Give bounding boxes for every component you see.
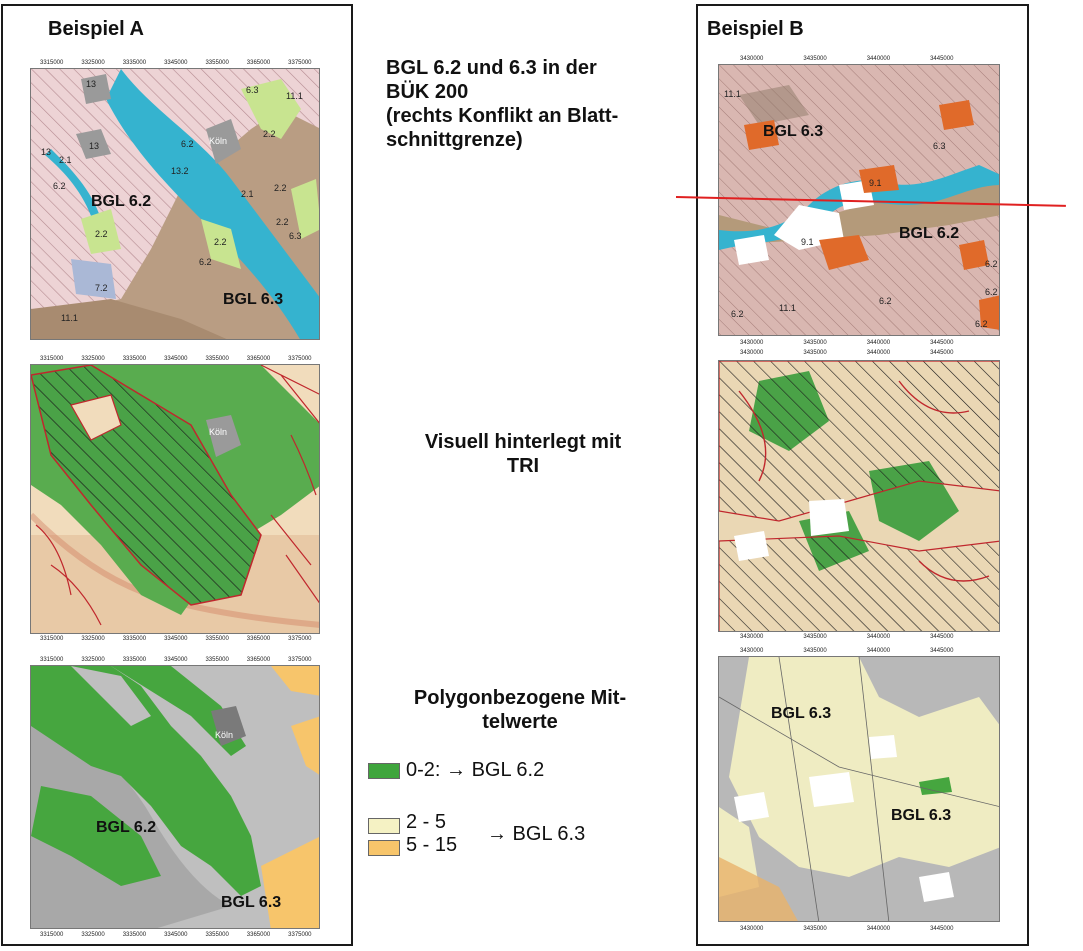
map-b2-x-ticks-bottom: 3430000 3435000 3440000 3445000: [740, 634, 954, 640]
city-koeln-a1: Köln: [209, 136, 228, 146]
unit-2-1-a: 2.1: [59, 155, 72, 165]
city-koeln-a3: Köln: [215, 730, 234, 740]
unit-b-6-2-d: 6.2: [731, 309, 744, 319]
unit-13-a: 13: [86, 79, 97, 89]
unit-6-3-b: 6.3: [289, 231, 302, 241]
map-b1-x-ticks-top: 3430000 3435000 3440000 3445000: [740, 56, 954, 62]
map-a3-graphic: [31, 666, 319, 928]
map-b1-graphic: [719, 65, 999, 335]
map-a2-x-ticks-top: 3315000 3325000 3335000 3345000 3355000 33650…: [40, 356, 312, 362]
map-a2-tri: Köln: [30, 364, 320, 634]
map-a2-graphic: [31, 365, 319, 633]
map-a1-graphic: [31, 69, 319, 339]
description-polygon-mean: Polygonbezogene Mit- telwerte: [413, 687, 627, 733]
unit-2-2-e: 2.2: [95, 229, 108, 239]
unit-b-9-1-a: 9.1: [869, 178, 882, 188]
unit-b-6-2-b: 6.2: [985, 287, 998, 297]
legend-result-bgl-6-3: → BGL 6.3: [487, 823, 586, 845]
map-b2-x-ticks-top: 3430000 3435000 3440000 3445000: [740, 350, 954, 356]
unit-6-2-a: 6.2: [181, 139, 194, 149]
legend-label-green: 0-2: → BGL 6.2: [406, 759, 545, 781]
unit-b-6-2-a: 6.2: [985, 259, 998, 269]
unit-6-2-b: 6.2: [53, 181, 66, 191]
unit-11-1-b: 11.1: [61, 313, 78, 323]
map-b3-graphic: [719, 657, 999, 921]
unit-b-6-3: 6.3: [933, 141, 946, 151]
map-a3-x-ticks-top: 3315000 3325000 3335000 3345000 3355000 33650…: [40, 657, 312, 663]
unit-11-1-a: 11.1: [286, 91, 303, 101]
map-b3-x-ticks-bottom: 3430000 3435000 3440000 3445000: [740, 926, 954, 932]
unit-b-6-2-c: 6.2: [879, 296, 892, 306]
panel-b-frame: [696, 4, 1029, 946]
unit-b-9-1-b: 9.1: [801, 237, 814, 247]
heading-beispiel-b: Beispiel B: [707, 18, 804, 40]
map-b1-x-ticks-bottom: 3430000 3435000 3440000 3445000: [740, 340, 954, 346]
unit-7-2: 7.2: [95, 283, 108, 293]
panel-a-frame: [1, 4, 353, 946]
unit-13-b: 13: [89, 141, 100, 151]
legend-swatch-orange: [368, 840, 400, 856]
map-a1-x-ticks-top: 3315000 3325000 3335000 3345000 3355000 33650…: [40, 60, 312, 66]
label-bgl-6-2-b1: BGL 6.2: [899, 225, 960, 242]
city-koeln-a2: Köln: [209, 427, 228, 437]
map-b2-graphic: [719, 361, 999, 631]
map-b3-x-ticks-top: 3430000 3435000 3440000 3445000: [740, 648, 954, 654]
label-bgl-6-2-a3: BGL 6.2: [96, 819, 157, 836]
unit-b-11-1-a: 11.1: [724, 89, 741, 99]
legend-swatch-yellow: [368, 818, 400, 834]
label-bgl-6-3-a3: BGL 6.3: [221, 894, 282, 911]
unit-6-2-c: 6.2: [199, 257, 212, 267]
map-a1-buek: 13 13 13 13.2 2.1 2.1 2.2 2.2 2.2 2.2 2.…: [30, 68, 320, 340]
unit-b-11-1-b: 11.1: [779, 303, 796, 313]
map-a3-mittelwerte: Köln BGL 6.2 BGL 6.3: [30, 665, 320, 929]
unit-6-3-a: 6.3: [246, 85, 259, 95]
heading-beispiel-a: Beispiel A: [48, 18, 144, 40]
unit-2-2-c: 2.2: [276, 217, 289, 227]
unit-13-c: 13: [41, 147, 52, 157]
description-buek: BGL 6.2 und 6.3 in der BÜK 200 (rechts K…: [386, 57, 619, 151]
legend-range-2-5: 2 - 5: [406, 811, 447, 833]
unit-2-2-d: 2.2: [214, 237, 227, 247]
label-bgl-6-3-a1: BGL 6.3: [223, 291, 284, 308]
legend-range-5-15: 5 - 15: [406, 834, 458, 856]
label-bgl-6-2-a1: BGL 6.2: [91, 193, 152, 210]
unit-2-1-b: 2.1: [241, 189, 254, 199]
label-bgl-6-3-b3-a: BGL 6.3: [771, 705, 832, 722]
map-b3-mittelwerte: BGL 6.3 BGL 6.3: [718, 656, 1000, 922]
map-b2-tri: [718, 360, 1000, 632]
map-a2-x-ticks-bottom: 3315000 3325000 3335000 3345000 3355000 33650…: [40, 636, 312, 642]
legend-swatch-green: [368, 763, 400, 779]
unit-2-2-b: 2.2: [274, 183, 287, 193]
label-bgl-6-3-b1: BGL 6.3: [763, 123, 824, 140]
unit-13-2: 13.2: [171, 166, 189, 176]
unit-b-6-2-e: 6.2: [975, 319, 988, 329]
map-b1-buek: 11.1 11.1 6.3 9.1 9.1 6.2 6.2 6.2 6.2 6.…: [718, 64, 1000, 336]
label-bgl-6-3-b3-b: BGL 6.3: [891, 807, 952, 824]
unit-2-2-a: 2.2: [263, 129, 276, 139]
description-tri: Visuell hinterlegt mit TRI: [424, 431, 622, 477]
map-a3-x-ticks-bottom: 3315000 3325000 3335000 3345000 3355000 33650…: [40, 932, 312, 938]
